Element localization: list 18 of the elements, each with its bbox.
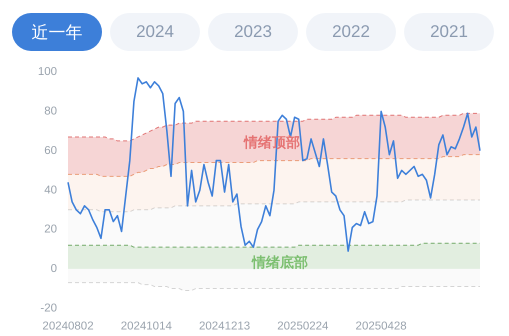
annotation: 情绪底部 [252, 254, 308, 272]
text: 近一年 [12, 13, 102, 51]
y-tick-label: 100 [38, 66, 57, 78]
text: 2024 [110, 13, 200, 51]
x-tick-label: 20250428 [356, 320, 407, 332]
y-tick-label: 80 [44, 106, 57, 118]
y-tick-label: 20 [44, 224, 57, 236]
y-tick-label: 60 [44, 144, 57, 157]
y-tick-label: 40 [44, 184, 57, 196]
text: 2023 [208, 13, 298, 51]
x-tick-label: 20241014 [120, 320, 172, 332]
y-tick-label: -20 [40, 302, 57, 314]
x-tick-label: 20240802 [42, 320, 94, 332]
text: 2022 [306, 13, 396, 51]
text: 2021 [404, 13, 494, 51]
x-tick-label: 20241213 [198, 320, 250, 332]
y-tick-label: 0 [50, 263, 57, 276]
x-tick-label: 20250224 [277, 320, 330, 332]
